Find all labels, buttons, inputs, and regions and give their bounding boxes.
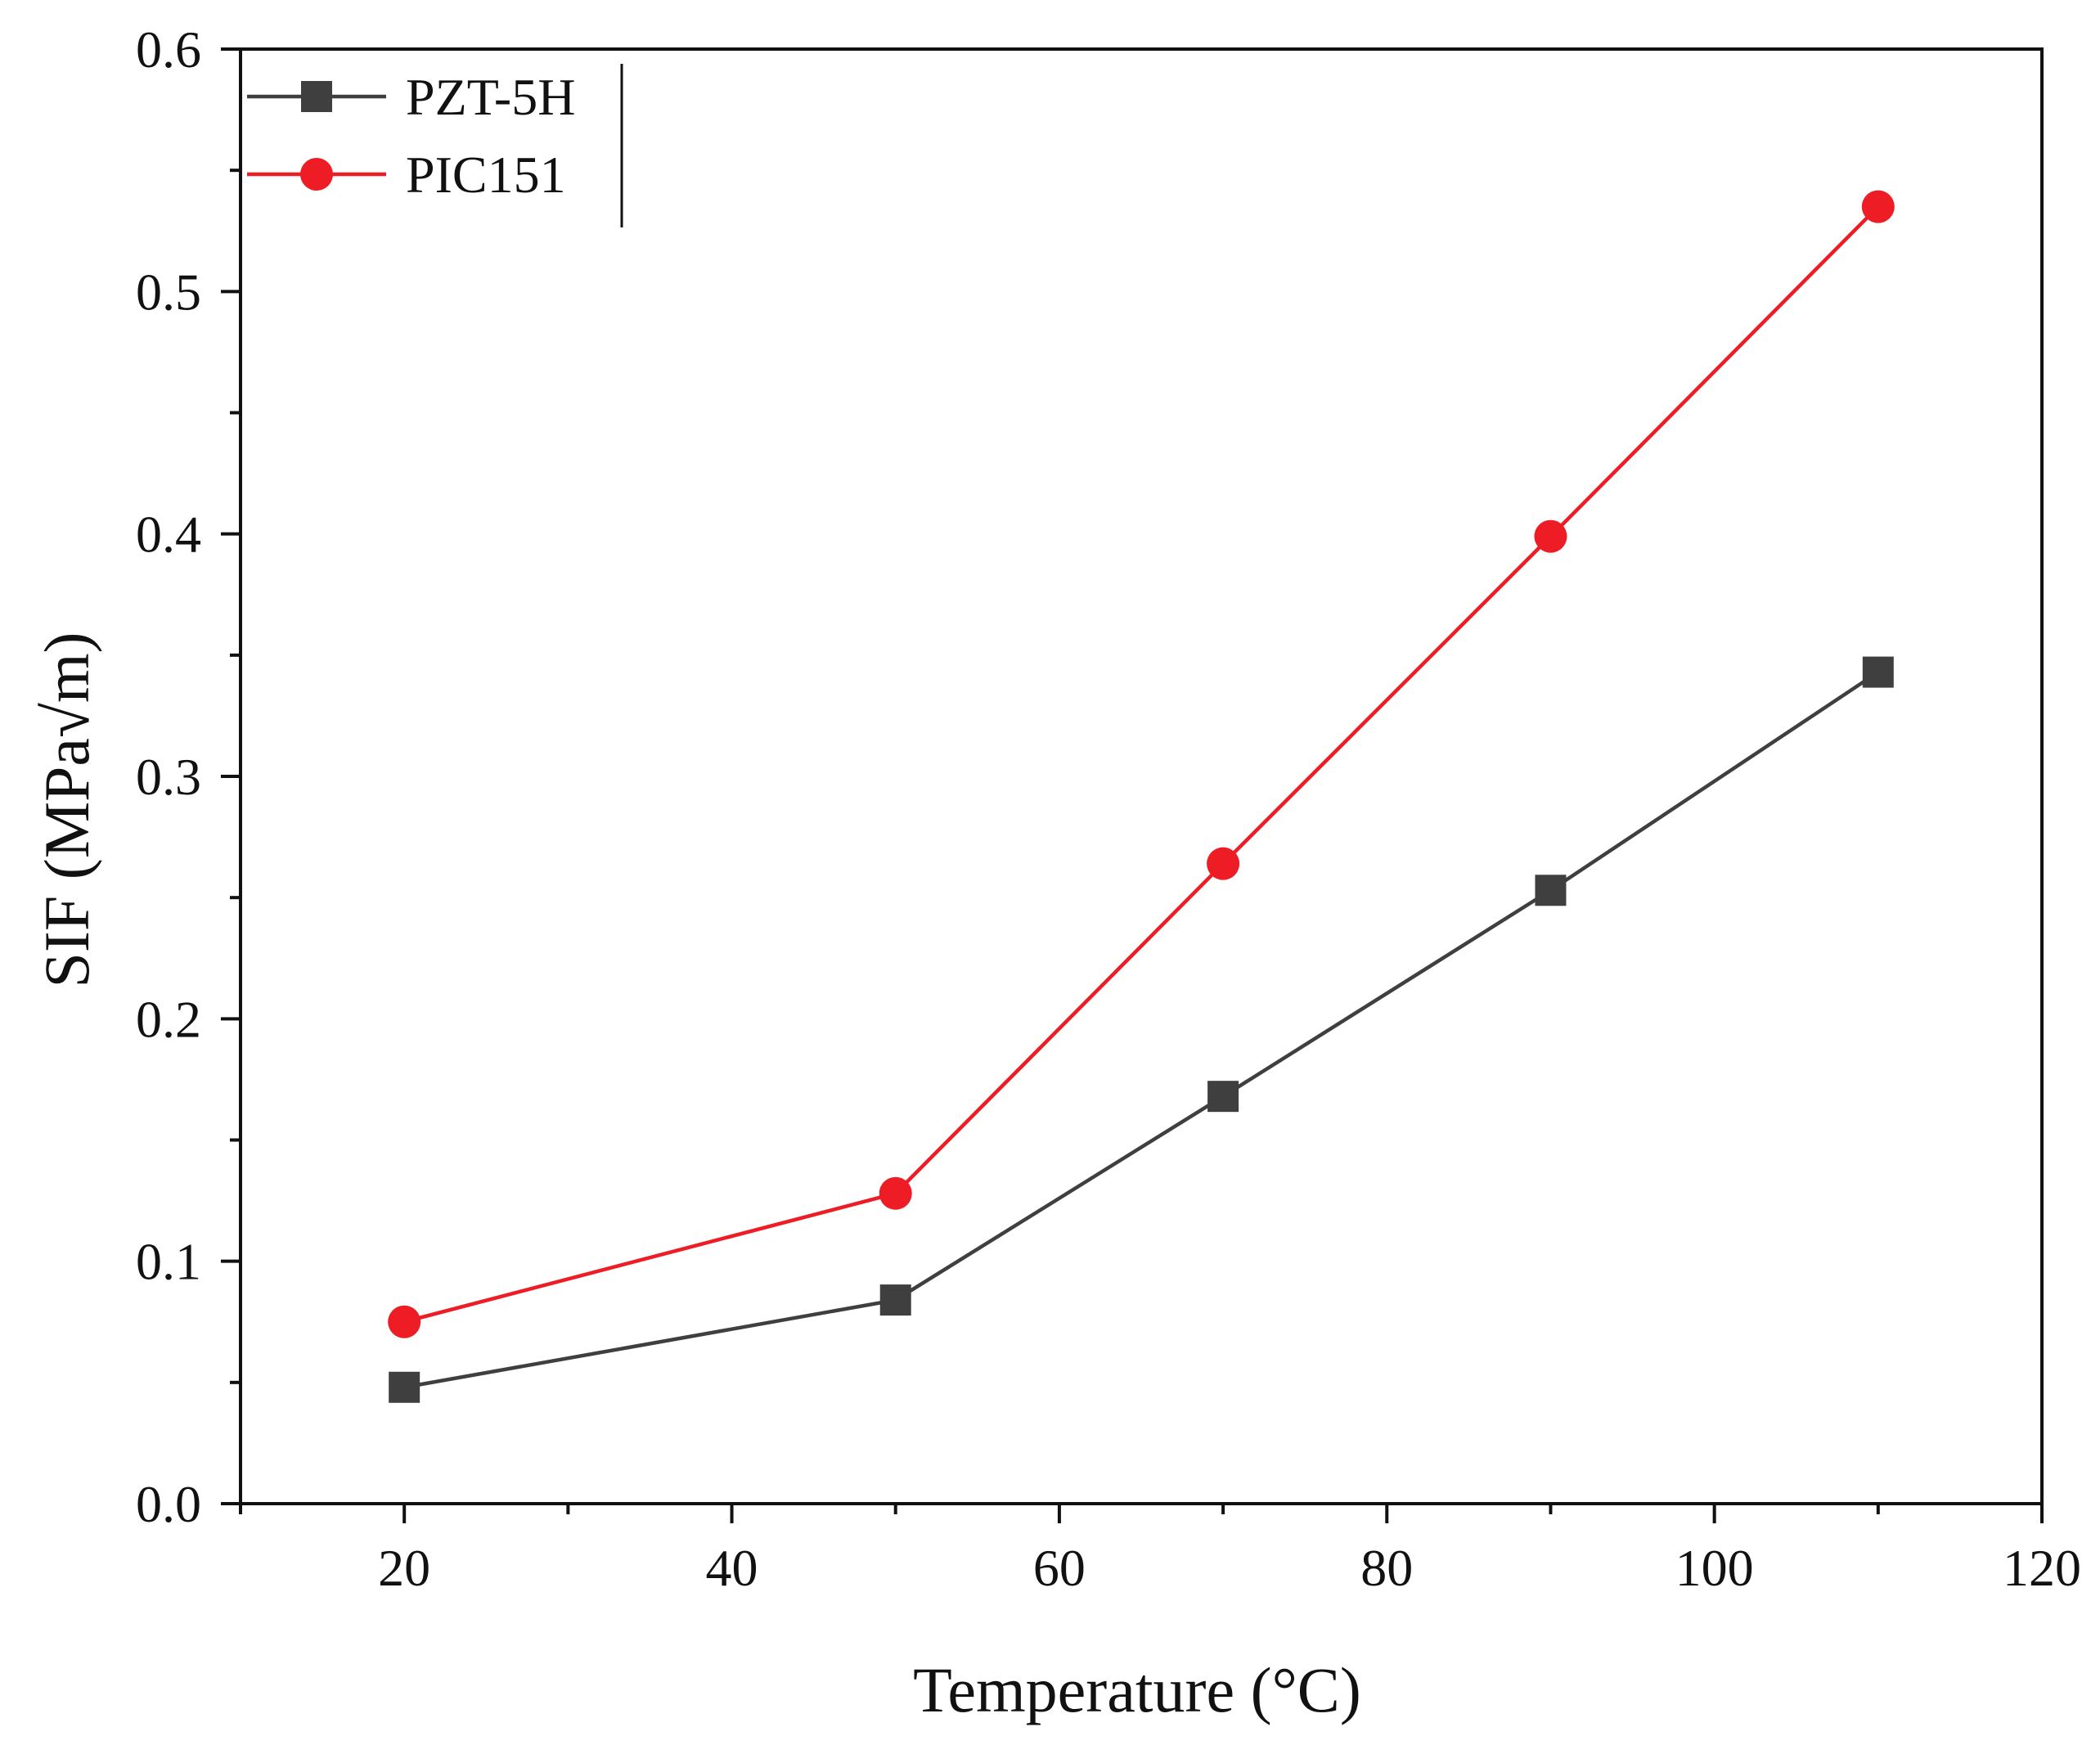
data-point-circle (388, 1305, 421, 1338)
legend-marker-square (301, 81, 332, 112)
data-point-square (1207, 1081, 1239, 1113)
data-point-square (1862, 656, 1894, 688)
data-point-square (1535, 875, 1567, 906)
x-tick-label: 100 (1675, 1539, 1754, 1597)
legend: PZT-5H PIC151 (247, 64, 623, 227)
data-point-square (389, 1371, 420, 1403)
y-tick-label: 0.1 (136, 1233, 201, 1291)
y-tick-label: 0.0 (136, 1475, 201, 1533)
legend-marker-circle (300, 158, 333, 191)
x-tick-label: 40 (706, 1539, 758, 1597)
x-tick-label: 80 (1360, 1539, 1413, 1597)
legend-label: PIC151 (406, 146, 566, 204)
series-line-pic151 (403, 205, 1880, 1324)
series-layer (388, 190, 1895, 1403)
plot-border (239, 47, 2044, 1505)
y-tick-label: 0.2 (136, 990, 201, 1048)
x-tick-label: 20 (378, 1539, 430, 1597)
y-tick-label: 0.5 (136, 263, 201, 321)
y-tick-label: 0.4 (136, 506, 201, 564)
data-point-circle (1207, 847, 1240, 880)
y-tick-label: 0.6 (136, 20, 201, 79)
series-line-pzt-5h (403, 670, 1880, 1389)
x-axis-title: Temperature (°C) (913, 1654, 1361, 1725)
plot-frame (239, 47, 2044, 1505)
data-point-circle (1861, 190, 1895, 223)
x-tick-label: 60 (1033, 1539, 1086, 1597)
y-tick-label: 0.3 (136, 748, 201, 806)
data-point-circle (1534, 519, 1567, 553)
data-point-circle (879, 1176, 912, 1210)
y-axis-title: SIF (MPa√m) (31, 632, 102, 987)
data-point-square (879, 1284, 911, 1316)
x-tick-label: 120 (2003, 1539, 2081, 1597)
minor-ticks (230, 169, 1880, 1514)
legend-label: PZT-5H (406, 68, 575, 126)
x-axis-ticks: 20 40 60 80 100 120 (378, 1504, 2081, 1597)
y-axis-ticks: 0.0 0.1 0.2 0.3 0.4 0.5 0.6 (136, 20, 241, 1533)
